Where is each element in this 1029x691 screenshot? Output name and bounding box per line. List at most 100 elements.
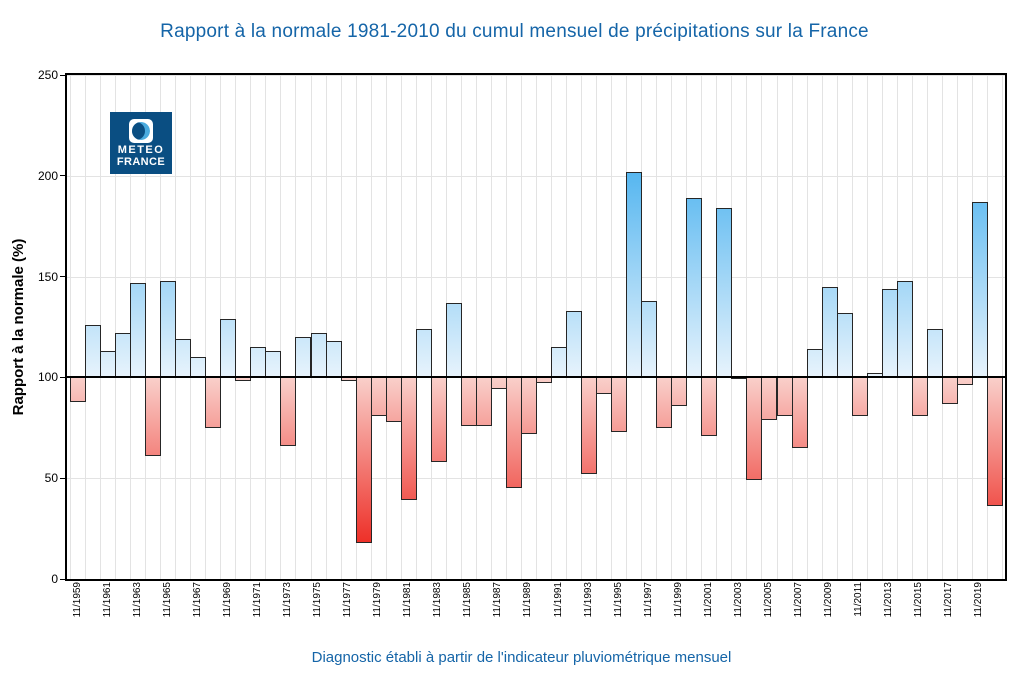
x-tick-label: 11/1963 xyxy=(131,582,143,618)
y-tick-label: 0 xyxy=(51,572,58,586)
bar-11/1962 xyxy=(115,333,132,378)
x-tick-label: 11/1985 xyxy=(462,582,474,618)
meteo-france-globe-icon xyxy=(129,119,153,143)
vertical-gridline xyxy=(265,75,267,579)
vertical-gridline xyxy=(430,75,432,579)
bar-11/2005 xyxy=(761,377,778,420)
bar-11/2014 xyxy=(896,280,913,378)
chart-title: Rapport à la normale 1981-2010 du cumul … xyxy=(160,21,869,42)
horizontal-gridline xyxy=(67,175,1005,177)
bar-11/2000 xyxy=(686,197,703,378)
y-tick xyxy=(60,578,65,580)
vertical-gridline xyxy=(791,75,793,579)
x-tick-label: 11/2017 xyxy=(943,582,955,618)
vertical-gridline xyxy=(926,75,928,579)
logo-text-meteo: METEO xyxy=(117,144,165,156)
vertical-gridline xyxy=(505,75,507,579)
horizontal-gridline xyxy=(67,478,1005,480)
vertical-gridline xyxy=(415,75,417,579)
bar-11/1974 xyxy=(295,337,312,378)
x-tick-label: 11/1993 xyxy=(582,582,594,618)
vertical-gridline xyxy=(475,75,477,579)
vertical-gridline xyxy=(250,75,252,579)
plot-area: METEO FRANCE xyxy=(67,75,1005,579)
bar-11/1964 xyxy=(145,377,162,456)
y-tick-label: 50 xyxy=(44,471,58,486)
x-tick-label: 11/1961 xyxy=(101,582,113,618)
x-tick-label: 11/1979 xyxy=(372,582,384,618)
logo-text-france: FRANCE xyxy=(116,156,166,168)
x-tick-label: 11/1977 xyxy=(342,582,354,618)
bar-11/1969 xyxy=(220,318,237,378)
meteo-france-logo: METEO FRANCE xyxy=(110,112,172,174)
bar-11/2019 xyxy=(971,202,988,378)
x-tick-label: 11/1959 xyxy=(71,582,83,618)
y-tick xyxy=(60,276,65,278)
y-tick xyxy=(60,376,65,378)
y-tick-label: 100 xyxy=(37,370,58,385)
bar-11/2007 xyxy=(791,377,808,448)
vertical-gridline xyxy=(611,75,613,579)
x-tick-label: 11/1971 xyxy=(251,582,263,618)
x-tick-label: 11/1983 xyxy=(432,582,444,618)
bar-11/1971 xyxy=(250,347,267,378)
bar-11/2010 xyxy=(836,312,853,378)
bar-11/1979 xyxy=(370,377,387,416)
bar-11/1973 xyxy=(280,377,297,446)
vertical-gridline xyxy=(746,75,748,579)
vertical-gridline xyxy=(520,75,522,579)
bar-11/1996 xyxy=(626,171,643,378)
y-tick-label: 150 xyxy=(37,269,58,284)
vertical-gridline xyxy=(941,75,943,579)
vertical-gridline xyxy=(761,75,763,579)
bar-11/1965 xyxy=(160,280,177,378)
bar-11/1972 xyxy=(265,351,282,378)
y-tick xyxy=(60,175,65,177)
bar-11/1994 xyxy=(596,377,613,394)
bar-11/2008 xyxy=(806,349,823,378)
bar-11/1966 xyxy=(175,339,192,378)
vertical-gridline xyxy=(400,75,402,579)
x-tick-label: 11/1981 xyxy=(402,582,414,618)
vertical-gridline xyxy=(355,75,357,579)
x-tick-label: 11/2001 xyxy=(702,582,714,618)
bar-11/1968 xyxy=(205,377,222,428)
x-tick-label: 11/1987 xyxy=(492,582,504,618)
bar-11/1988 xyxy=(505,377,522,489)
x-tick-label: 11/2015 xyxy=(913,582,925,618)
bar-11/1986 xyxy=(475,377,492,426)
bar-11/1984 xyxy=(445,302,462,378)
vertical-gridline xyxy=(325,75,327,579)
baseline-100pct xyxy=(67,376,1005,379)
x-tick-label: 11/1967 xyxy=(191,582,203,618)
vertical-gridline xyxy=(1002,75,1003,579)
bar-11/1985 xyxy=(460,377,477,426)
x-tick-label: 11/2003 xyxy=(732,582,744,618)
bar-11/1992 xyxy=(566,310,583,378)
bar-11/1999 xyxy=(671,377,688,406)
vertical-gridline xyxy=(340,75,342,579)
vertical-gridline xyxy=(295,75,297,579)
vertical-gridline xyxy=(806,75,808,579)
vertical-gridline xyxy=(310,75,312,579)
bar-11/2006 xyxy=(776,377,793,416)
vertical-gridline xyxy=(490,75,492,579)
x-tick-label: 11/1991 xyxy=(552,582,564,618)
bar-11/1995 xyxy=(611,377,628,432)
x-tick-label: 11/1965 xyxy=(161,582,173,618)
bar-11/1983 xyxy=(430,377,447,463)
y-tick xyxy=(60,477,65,479)
vertical-gridline xyxy=(536,75,537,579)
bar-11/2020 xyxy=(986,377,1003,507)
y-tick-label: 250 xyxy=(37,68,58,82)
bar-11/1989 xyxy=(520,377,537,434)
bar-11/2001 xyxy=(701,377,718,436)
vertical-gridline xyxy=(70,75,71,579)
bar-11/1997 xyxy=(641,300,658,378)
y-axis-label: Rapport à la normale (%) xyxy=(10,238,27,416)
bar-11/2015 xyxy=(911,377,928,416)
x-tick-label: 11/1999 xyxy=(672,582,684,618)
bar-11/1987 xyxy=(490,377,507,390)
vertical-gridline xyxy=(205,75,207,579)
